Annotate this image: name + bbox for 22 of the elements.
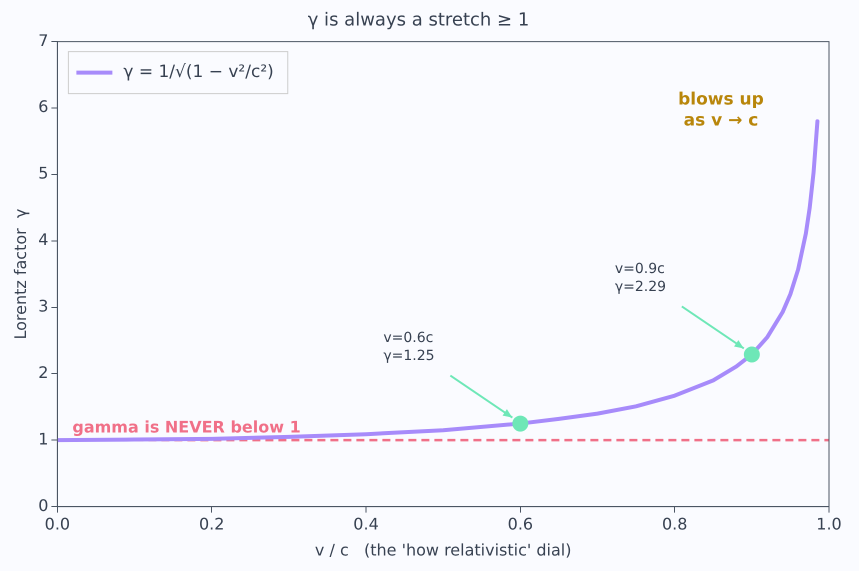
x-tick-label: 0.2: [198, 514, 224, 534]
y-tick-label: 6: [38, 97, 48, 116]
legend-label: γ = 1/√(1 − v²/c²): [123, 62, 274, 82]
x-tick-label: 0.6: [508, 514, 534, 534]
y-tick-label: 7: [38, 30, 48, 50]
y-axis-title: Lorentz factor γ: [10, 208, 30, 340]
x-tick-label: 0.8: [662, 514, 688, 534]
y-tick-label: 1: [38, 429, 48, 448]
annotation: v=0.6c γ=1.25: [383, 330, 435, 364]
y-tick-label: 4: [38, 230, 48, 250]
x-tick-label: 0.4: [353, 514, 379, 534]
ref-line-label: gamma is NEVER below 1: [72, 417, 301, 436]
x-tick-label: 0.0: [44, 514, 70, 534]
x-axis-title: v / c (the 'how relativistic' dial): [314, 540, 572, 560]
y-tick-label: 2: [38, 362, 48, 382]
y-tick-label: 0: [38, 496, 48, 515]
chart-title: γ is always a stretch ≥ 1: [308, 9, 530, 30]
y-tick-label: 3: [38, 296, 48, 316]
annotation: v=0.9c γ=2.29: [614, 261, 666, 296]
x-tick-label: 1.0: [816, 514, 842, 534]
y-tick-label: 5: [38, 164, 48, 183]
annotation: blows up as v → c: [678, 90, 764, 131]
